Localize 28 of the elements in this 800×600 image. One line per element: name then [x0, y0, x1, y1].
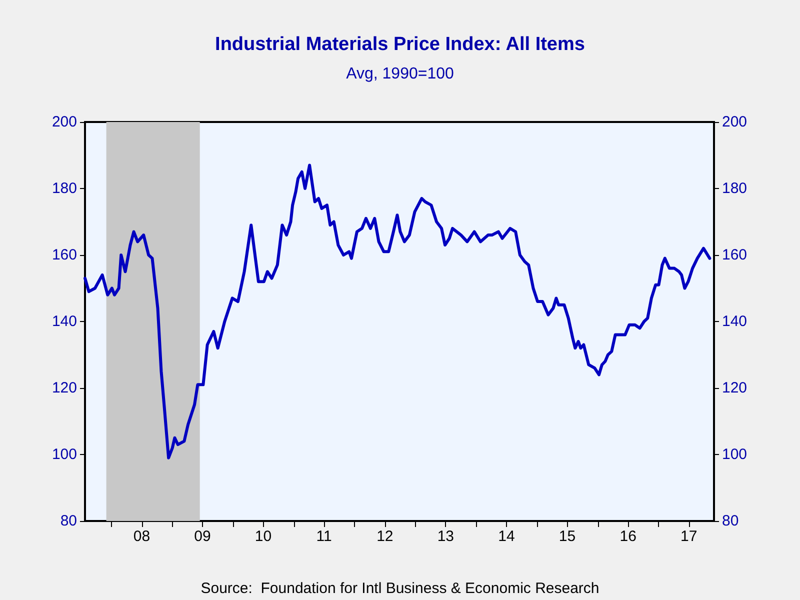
y-tick-label: 160 [52, 246, 77, 264]
y2-tick-label: 200 [722, 114, 748, 130]
x-tick-label: 15 [558, 528, 576, 545]
x-tick-label: 10 [254, 528, 272, 545]
y2-tick-label: 180 [722, 180, 748, 197]
y-tick-label: 80 [60, 512, 77, 530]
x-tick-label: 14 [498, 528, 515, 545]
y-tick-label: 200 [52, 114, 77, 130]
x-tick-label: 13 [437, 528, 454, 545]
y-tick-label: 180 [52, 180, 77, 197]
chart-subtitle: Avg, 1990=100 [346, 66, 454, 82]
x-tick-label: 12 [376, 528, 394, 545]
x-tick-label: 08 [133, 528, 150, 545]
y-tick-label: 100 [52, 446, 77, 463]
y2-tick-label: 160 [722, 246, 748, 264]
y2-tick-label: 120 [722, 380, 748, 396]
y2-tick-label: 80 [722, 512, 739, 530]
x-tick-label: 16 [620, 528, 636, 545]
line-series [84, 164, 712, 460]
x-tick-label: 17 [680, 528, 698, 545]
y2-tick-label: 100 [722, 446, 748, 463]
source-note: Source: Foundation for Intl Business & Economic Research [200, 580, 600, 597]
x-tick-label: 09 [194, 528, 211, 545]
y-tick-label: 140 [52, 313, 77, 330]
x-tick-label: 11 [316, 528, 332, 545]
chart-title: Industrial Materials Price Index: All Items [215, 34, 585, 55]
y-tick-label: 120 [52, 380, 77, 396]
y2-tick-label: 140 [722, 313, 748, 330]
